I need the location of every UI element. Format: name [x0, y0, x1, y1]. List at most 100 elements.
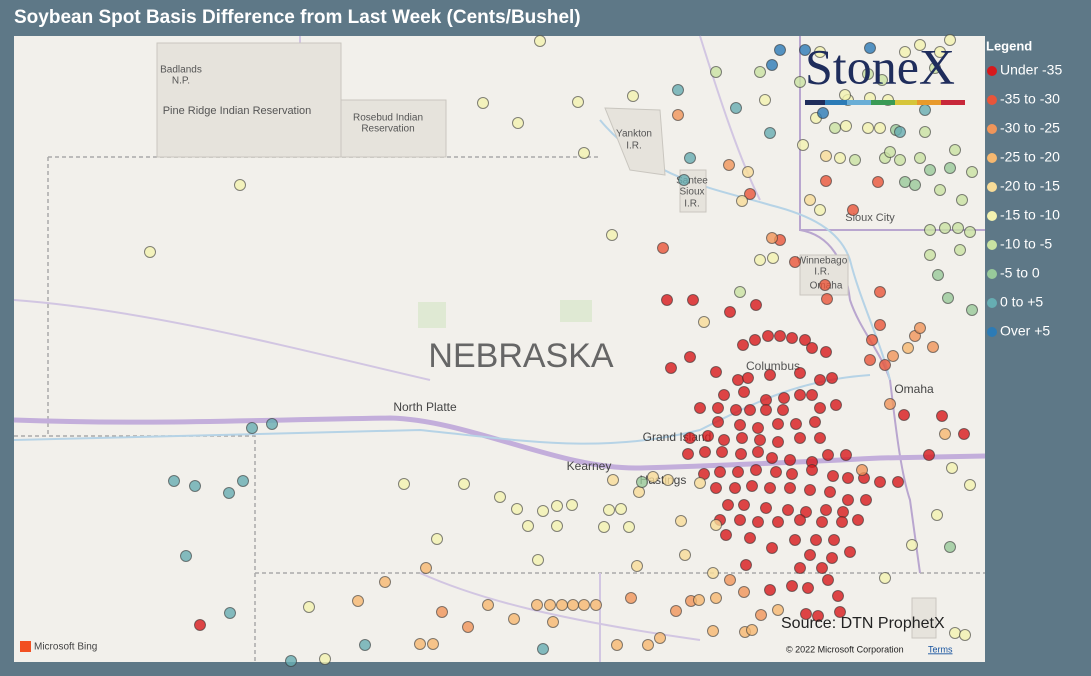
map-point [824, 486, 836, 498]
legend-label[interactable]: -10 to -5 [1000, 236, 1052, 252]
map-point [864, 354, 876, 366]
legend-label[interactable]: -25 to -20 [1000, 149, 1060, 165]
place-label: Santee [676, 176, 708, 187]
map-point [759, 94, 771, 106]
map-point [806, 389, 818, 401]
map-point [657, 242, 669, 254]
map-point [724, 574, 736, 586]
legend-label[interactable]: -5 to 0 [1000, 265, 1040, 281]
provider: Microsoft Bing [34, 642, 97, 653]
map-point [477, 97, 489, 109]
map-point [944, 34, 956, 46]
map-point [750, 299, 762, 311]
place-label: Reservation [361, 124, 414, 135]
map-point [532, 554, 544, 566]
map-point [954, 244, 966, 256]
map-point [924, 164, 936, 176]
map-point [800, 608, 812, 620]
map-point [964, 226, 976, 238]
legend-label[interactable]: -30 to -25 [1000, 120, 1060, 136]
map-point [482, 599, 494, 611]
map-point [603, 504, 615, 516]
map-point [494, 491, 506, 503]
map-point [738, 586, 750, 598]
map-point [766, 59, 778, 71]
map-point [566, 499, 578, 511]
map-point [522, 520, 534, 532]
map-point [804, 484, 816, 496]
map-point [511, 503, 523, 515]
map-point [379, 576, 391, 588]
map-point [702, 430, 714, 442]
map-point [822, 574, 834, 586]
map-point [598, 521, 610, 533]
map-point [770, 466, 782, 478]
map-point [874, 286, 886, 298]
map-point [932, 269, 944, 281]
map-point [754, 434, 766, 446]
map-point [927, 341, 939, 353]
map-point [914, 322, 926, 334]
legend-label[interactable]: -20 to -15 [1000, 178, 1060, 194]
map-point [767, 252, 779, 264]
map-point [168, 475, 180, 487]
map-point [820, 504, 832, 516]
map-point [654, 632, 666, 644]
map-point [398, 478, 410, 490]
place-label: Pine Ridge Indian Reservation [163, 105, 312, 117]
map-point [698, 316, 710, 328]
place-label: Sioux City [845, 212, 895, 224]
map-point [817, 107, 829, 119]
map-point [754, 254, 766, 266]
map-point [816, 516, 828, 528]
legend-label[interactable]: -35 to -30 [1000, 91, 1060, 107]
legend-label[interactable]: -15 to -10 [1000, 207, 1060, 223]
bing-icon [20, 641, 31, 652]
map-point [684, 152, 696, 164]
map-point [966, 304, 978, 316]
map-point [420, 562, 432, 574]
map-point [710, 66, 722, 78]
map-point [303, 601, 315, 613]
map-point [764, 584, 776, 596]
map-point [789, 534, 801, 546]
map-point [764, 369, 776, 381]
map-point [537, 505, 549, 517]
map-point [794, 76, 806, 88]
map-point [860, 494, 872, 506]
map-point [800, 506, 812, 518]
map-point [738, 386, 750, 398]
map-point [931, 509, 943, 521]
map-point [508, 613, 520, 625]
legend-label[interactable]: 0 to +5 [1000, 294, 1043, 310]
map-point [578, 599, 590, 611]
logo-bar [805, 100, 965, 105]
map-point [431, 533, 443, 545]
map-point [760, 404, 772, 416]
map-point [718, 434, 730, 446]
map-point [898, 409, 910, 421]
map-point [611, 639, 623, 651]
legend-label[interactable]: Over +5 [1000, 323, 1050, 339]
map-point [919, 104, 931, 116]
map-point [786, 468, 798, 480]
map-point [826, 552, 838, 564]
map-point [794, 562, 806, 574]
logo: StoneX [805, 38, 955, 94]
terms-link[interactable]: Terms [928, 644, 953, 654]
place-label: Columbus [746, 359, 800, 373]
map-point [834, 152, 846, 164]
legend-swatch [987, 327, 997, 337]
map-point [919, 126, 931, 138]
legend-label[interactable]: Under -35 [1000, 62, 1062, 78]
map-point [531, 599, 543, 611]
map-point [572, 96, 584, 108]
place-label: Winnebago [797, 256, 848, 267]
place-label: Badlands [160, 65, 202, 76]
copyright: © 2022 Microsoft Corporation [786, 644, 904, 654]
map-point [866, 334, 878, 346]
map-point [942, 292, 954, 304]
legend-swatch [987, 240, 997, 250]
map-point [924, 249, 936, 261]
map-point [924, 224, 936, 236]
